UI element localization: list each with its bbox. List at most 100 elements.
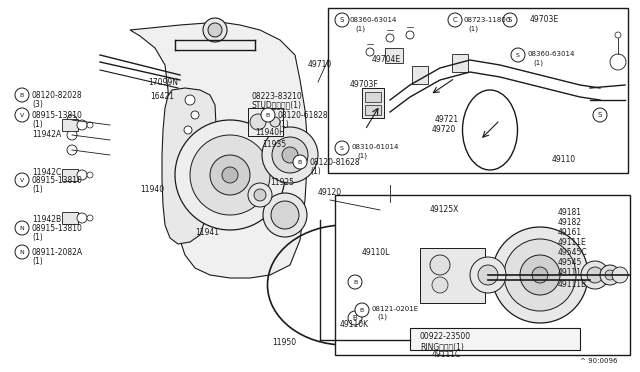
Text: 49703F: 49703F	[350, 80, 379, 89]
Text: (1): (1)	[377, 314, 387, 321]
Text: 11941: 11941	[195, 228, 219, 237]
Text: 49125X: 49125X	[430, 205, 460, 214]
Circle shape	[77, 170, 87, 180]
Text: 49110K: 49110K	[340, 320, 369, 329]
Circle shape	[612, 267, 628, 283]
Text: S: S	[598, 112, 602, 118]
Text: (1): (1)	[468, 25, 478, 32]
Polygon shape	[130, 22, 308, 278]
Circle shape	[386, 34, 394, 42]
Text: 49704E: 49704E	[372, 55, 401, 64]
Text: 08915-13810: 08915-13810	[32, 111, 83, 120]
Circle shape	[87, 215, 93, 221]
Text: 49703E: 49703E	[530, 15, 559, 24]
Circle shape	[87, 172, 93, 178]
Text: (1): (1)	[32, 185, 43, 194]
Circle shape	[203, 18, 227, 42]
Circle shape	[348, 275, 362, 289]
Text: 16421: 16421	[150, 92, 174, 101]
Text: S: S	[508, 17, 512, 23]
Text: 49111: 49111	[558, 268, 582, 277]
Text: 49110: 49110	[552, 155, 576, 164]
Text: 49545C: 49545C	[558, 248, 588, 257]
Text: 08360-63014: 08360-63014	[350, 17, 397, 23]
Circle shape	[175, 120, 285, 230]
Bar	[365, 105, 381, 115]
Circle shape	[254, 189, 266, 201]
Circle shape	[210, 155, 250, 195]
Circle shape	[282, 147, 298, 163]
Text: 08310-61014: 08310-61014	[352, 144, 399, 150]
Text: (1): (1)	[32, 233, 43, 242]
Text: C: C	[452, 17, 458, 23]
Circle shape	[185, 95, 195, 105]
Text: 11925: 11925	[270, 178, 294, 187]
Circle shape	[520, 255, 560, 295]
Circle shape	[67, 115, 77, 125]
Circle shape	[532, 267, 548, 283]
Circle shape	[263, 193, 307, 237]
Bar	[62, 119, 78, 131]
Text: 49120: 49120	[318, 188, 342, 197]
Polygon shape	[162, 88, 216, 244]
Text: B: B	[353, 315, 357, 321]
Circle shape	[261, 108, 275, 122]
Text: 11950: 11950	[272, 338, 296, 347]
Text: V: V	[20, 112, 24, 118]
Bar	[62, 212, 78, 224]
Text: 08121-0201E: 08121-0201E	[372, 306, 419, 312]
Text: (1): (1)	[278, 120, 289, 129]
Text: B: B	[20, 93, 24, 97]
Text: 11940: 11940	[140, 185, 164, 194]
Text: 08120-82028: 08120-82028	[32, 91, 83, 100]
Circle shape	[605, 270, 615, 280]
Circle shape	[432, 277, 448, 293]
Text: 08915-13810: 08915-13810	[32, 176, 83, 185]
Circle shape	[448, 13, 462, 27]
Text: B: B	[266, 112, 270, 118]
Text: 49721: 49721	[435, 115, 459, 124]
Circle shape	[15, 173, 29, 187]
Circle shape	[504, 239, 576, 311]
Text: V: V	[20, 177, 24, 183]
Text: B: B	[360, 308, 364, 312]
Bar	[410, 328, 580, 350]
Circle shape	[184, 126, 192, 134]
Circle shape	[293, 155, 307, 169]
Circle shape	[382, 202, 398, 218]
Text: 00922-23500: 00922-23500	[420, 332, 471, 341]
Circle shape	[430, 255, 450, 275]
Circle shape	[191, 111, 199, 119]
Text: B: B	[353, 279, 357, 285]
Text: 08120-61828: 08120-61828	[278, 111, 328, 120]
Text: S: S	[340, 145, 344, 151]
Text: 11942B: 11942B	[32, 215, 61, 224]
Bar	[420, 248, 485, 303]
Bar	[335, 195, 630, 355]
Text: (3): (3)	[32, 100, 43, 109]
Circle shape	[77, 213, 87, 223]
Text: 49111B: 49111B	[558, 280, 587, 289]
Circle shape	[87, 122, 93, 128]
Circle shape	[587, 267, 603, 283]
Text: 49545: 49545	[558, 258, 582, 267]
Bar	[62, 169, 78, 181]
Circle shape	[600, 265, 620, 285]
Text: 08223-83210: 08223-83210	[252, 92, 303, 101]
Circle shape	[77, 120, 87, 130]
Text: 17099N: 17099N	[148, 78, 178, 87]
Circle shape	[272, 137, 308, 173]
Text: 49720: 49720	[432, 125, 456, 134]
Text: 49111C: 49111C	[432, 350, 461, 359]
Text: 08723-11800: 08723-11800	[463, 17, 510, 23]
Bar	[412, 66, 428, 84]
Text: 11940H: 11940H	[255, 128, 285, 137]
Circle shape	[271, 201, 299, 229]
Circle shape	[511, 48, 525, 62]
Text: 08915-13810: 08915-13810	[32, 224, 83, 233]
Text: S: S	[340, 17, 344, 23]
Text: 08360-63014: 08360-63014	[528, 51, 575, 57]
Circle shape	[67, 145, 77, 155]
Text: 49182: 49182	[558, 218, 582, 227]
Text: (1): (1)	[32, 257, 43, 266]
